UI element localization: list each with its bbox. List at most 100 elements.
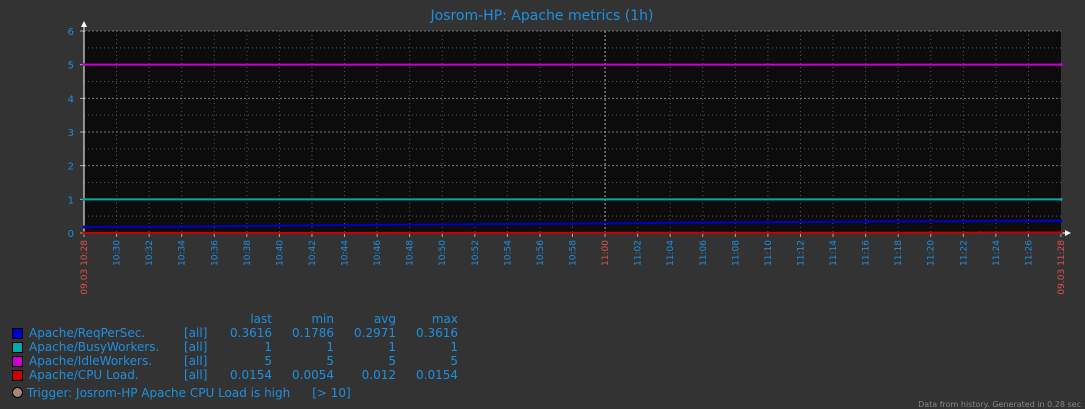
y-tick-label: 2 [68, 162, 74, 173]
series-point [473, 223, 476, 226]
x-tick-label: 10:40 [275, 240, 285, 266]
legend-value-avg: 5 [336, 354, 396, 368]
legend-series-name: Apache/ReqPerSec. [29, 326, 145, 340]
trigger-threshold: [> 10] [312, 386, 351, 400]
y-tick-label: 1 [68, 195, 74, 206]
x-tick-label: 11:12 [796, 240, 806, 266]
series-point [978, 231, 981, 234]
y-tick-label: 0 [68, 229, 74, 240]
legend-series-func: [all] [184, 368, 207, 382]
legend-value-last: 0.0154 [212, 368, 272, 382]
legend-swatch [12, 328, 23, 339]
x-tick-label: 11:16 [862, 240, 872, 266]
x-tick-label: 11:18 [894, 240, 904, 266]
x-tick-label: 11:06 [699, 240, 709, 266]
x-tick-label: 10:48 [406, 240, 416, 266]
y-tick-label: 5 [68, 61, 74, 72]
x-tick-label: 11:08 [731, 240, 741, 266]
x-tick-label: 11:02 [634, 240, 644, 266]
trigger-label: Trigger: Josrom-HP Apache CPU Load is hi… [27, 386, 290, 400]
legend-value-last: 1 [212, 340, 272, 354]
legend-series-name: Apache/IdleWorkers. [29, 354, 152, 368]
x-tick-label: 10:30 [113, 240, 123, 266]
legend-value-min: 0.0054 [274, 368, 334, 382]
legend-header-max: max [398, 312, 458, 326]
x-tick-label: 11:22 [959, 240, 969, 266]
y-tick-label: 3 [68, 128, 74, 139]
legend-header-avg: avg [336, 312, 396, 326]
legend-value-max: 0.0154 [398, 368, 458, 382]
x-tick-label: 10:58 [569, 240, 579, 266]
series-point [1060, 219, 1063, 222]
series-point [180, 225, 183, 228]
series-point [864, 220, 867, 223]
x-tick-label: 10:36 [210, 240, 220, 266]
series-point [669, 221, 672, 224]
legend-value-max: 0.3616 [398, 326, 458, 340]
x-tick-label: 10:54 [503, 240, 513, 266]
series-point [571, 222, 574, 225]
series-point [962, 220, 965, 223]
x-tick-label: 10:52 [471, 240, 481, 266]
legend-value-avg: 0.2971 [336, 326, 396, 340]
legend-swatch [12, 370, 23, 381]
legend-value-last: 0.3616 [212, 326, 272, 340]
legend-swatch [12, 356, 23, 367]
x-tick-label: 10:34 [178, 240, 188, 266]
legend-header-min: min [274, 312, 334, 326]
trigger-legend: Trigger: Josrom-HP Apache CPU Load is hi… [12, 386, 351, 400]
legend-value-max: 1 [398, 340, 458, 354]
legend-swatch [12, 342, 23, 353]
legend-value-min: 5 [274, 354, 334, 368]
y-axis-arrow-icon [81, 21, 87, 27]
series-point [929, 231, 932, 234]
series-point [278, 224, 281, 227]
x-tick-label: 10:44 [341, 240, 351, 266]
x-tick-label: 11:20 [927, 240, 937, 266]
x-tick-label: 11:26 [1024, 240, 1034, 266]
series-point [1060, 198, 1063, 201]
legend-series-func: [all] [184, 340, 207, 354]
series-point [83, 225, 86, 228]
chart-title: Josrom-HP: Apache metrics (1h) [429, 8, 653, 24]
x-tick-label: 11:04 [666, 240, 676, 266]
legend-series-name: Apache/CPU Load. [29, 368, 139, 382]
x-tick-label: 10:50 [438, 240, 448, 266]
x-axis-arrow-icon [1065, 230, 1071, 236]
legend-value-min: 0.1786 [274, 326, 334, 340]
x-tick-label: 10:56 [536, 240, 546, 266]
series-point [1060, 63, 1063, 66]
x-tick-label: 11:10 [764, 240, 774, 266]
series-point [1060, 231, 1063, 234]
x-tick-label: 10:32 [145, 240, 155, 266]
x-tick-label: 11:00 [601, 240, 611, 266]
x-tick-label: 11:24 [992, 240, 1002, 266]
series-point [1027, 231, 1030, 234]
y-tick-label: 4 [68, 94, 74, 105]
y-tick-label: 6 [68, 27, 74, 38]
legend-value-max: 5 [398, 354, 458, 368]
x-edge-label: 09.03 10:28 [80, 240, 90, 295]
legend-series-func: [all] [184, 326, 207, 340]
legend-series-name: Apache/BusyWorkers. [29, 340, 159, 354]
x-edge-label: 09.03 11:28 [1057, 240, 1067, 295]
series-point [897, 231, 900, 234]
trigger-dot-icon [12, 387, 23, 398]
legend-series-func: [all] [184, 354, 207, 368]
x-tick-label: 11:14 [829, 240, 839, 266]
series-point [376, 223, 379, 226]
x-tick-label: 10:42 [308, 240, 318, 266]
legend-header-last: last [212, 312, 272, 326]
series-point [83, 198, 86, 201]
legend-value-min: 1 [274, 340, 334, 354]
x-tick-label: 10:46 [373, 240, 383, 266]
legend-value-avg: 1 [336, 340, 396, 354]
x-tick-label: 10:38 [243, 240, 253, 266]
legend-value-avg: 0.012 [336, 368, 396, 382]
series-point [766, 221, 769, 224]
legend-value-last: 5 [212, 354, 272, 368]
series-point [83, 63, 86, 66]
series-point [83, 231, 86, 234]
